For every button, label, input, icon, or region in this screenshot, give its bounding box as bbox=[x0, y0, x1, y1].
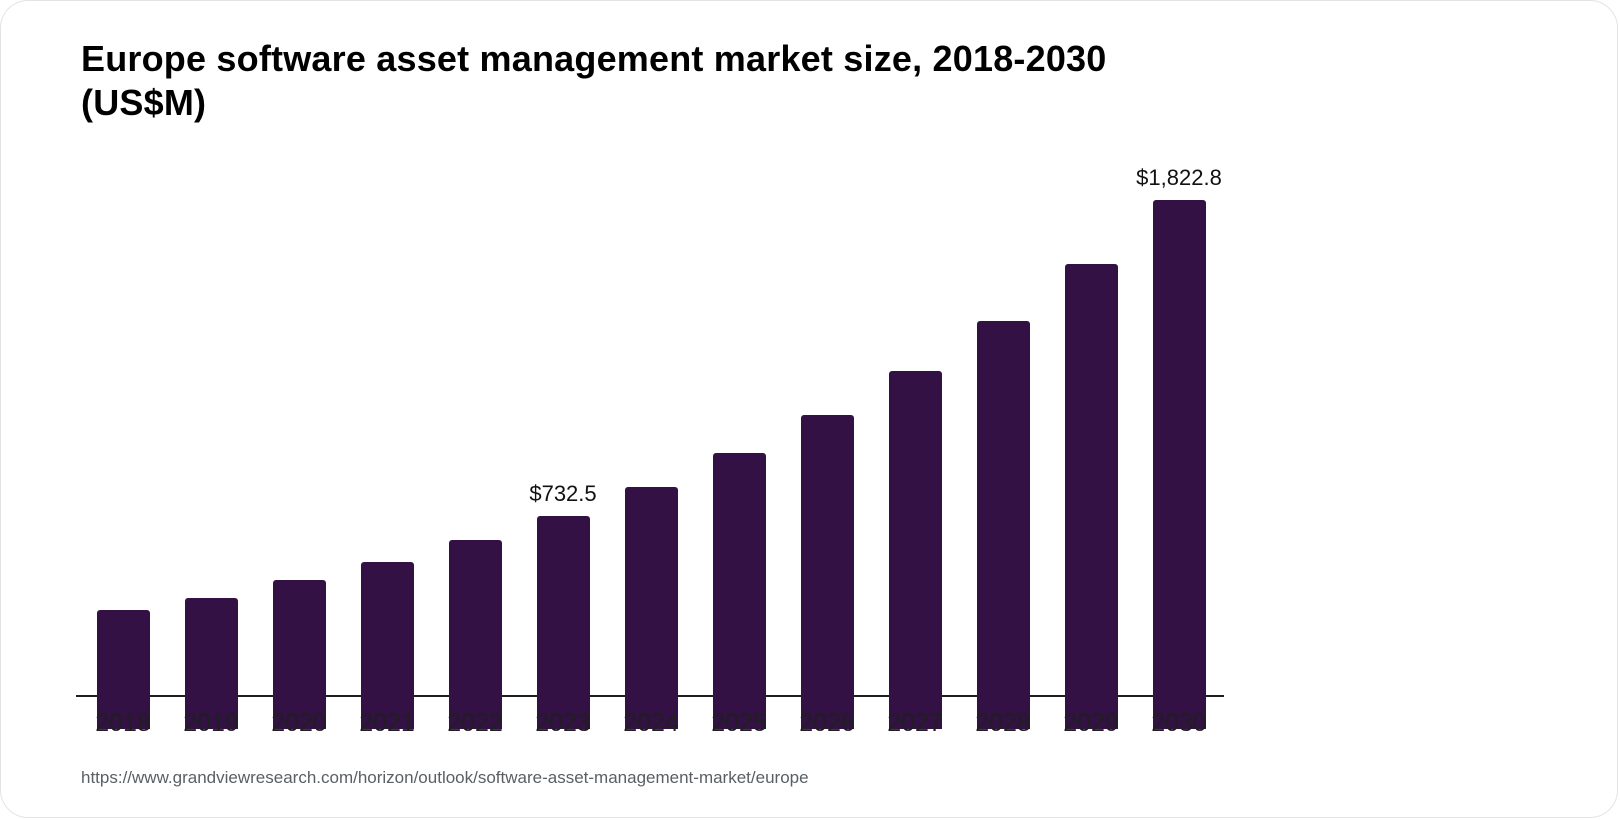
bar-column-2020 bbox=[255, 580, 343, 729]
x-tick-2021: 2021 bbox=[359, 709, 415, 737]
x-tick-2022: 2022 bbox=[447, 709, 503, 737]
bar-2019 bbox=[184, 598, 238, 729]
chart-title-line1: Europe software asset management market … bbox=[81, 38, 1107, 79]
bar-2021 bbox=[360, 562, 414, 729]
bar-2024 bbox=[624, 487, 678, 729]
bar-column-2030: $1,822.8 bbox=[1135, 165, 1223, 729]
x-tick-2025: 2025 bbox=[711, 709, 767, 737]
x-tick-2028: 2028 bbox=[975, 709, 1031, 737]
bar-column-2026 bbox=[783, 414, 871, 729]
bar-2029 bbox=[1064, 264, 1118, 729]
bar-value-label-2023: $732.5 bbox=[529, 481, 597, 507]
bar-column-2029 bbox=[1047, 264, 1135, 729]
bar-column-2022 bbox=[431, 540, 519, 729]
x-tick-2026: 2026 bbox=[799, 709, 855, 737]
bar-column-2027 bbox=[871, 370, 959, 729]
bar-2018 bbox=[96, 610, 150, 729]
source-url[interactable]: https://www.grandviewresearch.com/horizo… bbox=[81, 768, 809, 787]
x-tick-2027: 2027 bbox=[887, 709, 943, 737]
bar-column-2024 bbox=[607, 487, 695, 729]
x-tick-2020: 2020 bbox=[271, 709, 327, 737]
bar-column-2019 bbox=[167, 598, 255, 729]
bar-chart: $732.5 $1,822.8 2018 2019 2020 2021 2022 2023 2… bbox=[1, 165, 1617, 738]
bar-column-2021 bbox=[343, 562, 431, 729]
bar-2025 bbox=[712, 453, 766, 729]
plot-area: $732.5 $1,822.8 bbox=[79, 165, 1223, 729]
x-tick-2019: 2019 bbox=[183, 709, 239, 737]
chart-title-line2: (US$M) bbox=[81, 82, 207, 123]
x-tick-2024: 2024 bbox=[623, 709, 679, 737]
bar-column-2018 bbox=[79, 610, 167, 729]
x-axis-labels: 2018 2019 2020 2021 2022 2023 2024 2025 2026 2027… bbox=[79, 697, 1223, 738]
x-tick-2029: 2029 bbox=[1063, 709, 1119, 737]
bar-2023 bbox=[536, 516, 590, 729]
x-tick-2018: 2018 bbox=[95, 709, 151, 737]
x-tick-2030: 2030 bbox=[1151, 709, 1207, 737]
bar-2022 bbox=[448, 540, 502, 729]
bar-2027 bbox=[888, 370, 942, 729]
chart-title: Europe software asset management market … bbox=[81, 37, 1557, 125]
bar-2026 bbox=[800, 414, 854, 729]
bar-2028 bbox=[976, 321, 1030, 729]
bar-column-2023: $732.5 bbox=[519, 481, 607, 729]
bar-column-2025 bbox=[695, 453, 783, 729]
bar-2020 bbox=[272, 580, 326, 729]
bar-column-2028 bbox=[959, 321, 1047, 729]
bar-value-label-2030: $1,822.8 bbox=[1136, 165, 1222, 190]
x-tick-2023: 2023 bbox=[535, 709, 591, 737]
bar-2030 bbox=[1152, 200, 1206, 729]
